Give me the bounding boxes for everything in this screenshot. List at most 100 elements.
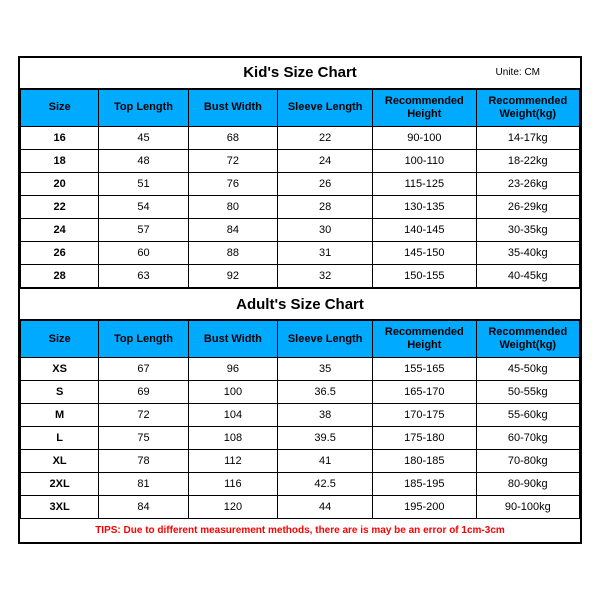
value-cell: 14-17kg bbox=[476, 127, 579, 150]
kids-title-row: Kid's Size Chart Unite: CM bbox=[20, 58, 580, 89]
value-cell: 18-22kg bbox=[476, 150, 579, 173]
value-cell: 195-200 bbox=[373, 496, 476, 519]
adults-title: Adult's Size Chart bbox=[20, 296, 580, 313]
value-cell: 30-35kg bbox=[476, 219, 579, 242]
value-cell: 80-90kg bbox=[476, 473, 579, 496]
size-cell: XS bbox=[21, 358, 99, 381]
column-header: Bust Width bbox=[188, 321, 277, 358]
value-cell: 35-40kg bbox=[476, 242, 579, 265]
adults-table: SizeTop LengthBust WidthSleeve LengthRec… bbox=[20, 320, 580, 519]
value-cell: 48 bbox=[99, 150, 188, 173]
value-cell: 69 bbox=[99, 381, 188, 404]
value-cell: 185-195 bbox=[373, 473, 476, 496]
unit-label: Unite: CM bbox=[496, 67, 540, 78]
size-cell: 18 bbox=[21, 150, 99, 173]
column-header: Top Length bbox=[99, 89, 188, 126]
value-cell: 155-165 bbox=[373, 358, 476, 381]
table-row: 3XL8412044195-20090-100kg bbox=[21, 496, 580, 519]
value-cell: 140-145 bbox=[373, 219, 476, 242]
value-cell: 104 bbox=[188, 404, 277, 427]
table-row: S6910036.5165-17050-55kg bbox=[21, 381, 580, 404]
size-cell: M bbox=[21, 404, 99, 427]
size-cell: 22 bbox=[21, 196, 99, 219]
value-cell: 42.5 bbox=[278, 473, 373, 496]
column-header: RecommendedWeight(kg) bbox=[476, 89, 579, 126]
tips-note: TIPS: Due to different measurement metho… bbox=[20, 519, 580, 542]
table-row: 18487224100-11018-22kg bbox=[21, 150, 580, 173]
value-cell: 150-155 bbox=[373, 265, 476, 288]
value-cell: 51 bbox=[99, 173, 188, 196]
table-row: 2XL8111642.5185-19580-90kg bbox=[21, 473, 580, 496]
table-row: XS679635155-16545-50kg bbox=[21, 358, 580, 381]
value-cell: 60-70kg bbox=[476, 427, 579, 450]
value-cell: 130-135 bbox=[373, 196, 476, 219]
value-cell: 78 bbox=[99, 450, 188, 473]
size-cell: 16 bbox=[21, 127, 99, 150]
size-cell: L bbox=[21, 427, 99, 450]
kids-table: SizeTop LengthBust WidthSleeve LengthRec… bbox=[20, 89, 580, 288]
value-cell: 170-175 bbox=[373, 404, 476, 427]
value-cell: 41 bbox=[278, 450, 373, 473]
adults-header-row: SizeTop LengthBust WidthSleeve LengthRec… bbox=[21, 321, 580, 358]
value-cell: 112 bbox=[188, 450, 277, 473]
value-cell: 36.5 bbox=[278, 381, 373, 404]
column-header: RecommendedHeight bbox=[373, 89, 476, 126]
value-cell: 84 bbox=[188, 219, 277, 242]
value-cell: 84 bbox=[99, 496, 188, 519]
value-cell: 22 bbox=[278, 127, 373, 150]
table-row: 28639232150-15540-45kg bbox=[21, 265, 580, 288]
value-cell: 38 bbox=[278, 404, 373, 427]
size-cell: 20 bbox=[21, 173, 99, 196]
value-cell: 45 bbox=[99, 127, 188, 150]
column-header: Size bbox=[21, 321, 99, 358]
column-header: RecommendedHeight bbox=[373, 321, 476, 358]
value-cell: 57 bbox=[99, 219, 188, 242]
value-cell: 35 bbox=[278, 358, 373, 381]
value-cell: 145-150 bbox=[373, 242, 476, 265]
column-header: RecommendedWeight(kg) bbox=[476, 321, 579, 358]
value-cell: 108 bbox=[188, 427, 277, 450]
value-cell: 175-180 bbox=[373, 427, 476, 450]
size-cell: 3XL bbox=[21, 496, 99, 519]
value-cell: 26 bbox=[278, 173, 373, 196]
value-cell: 92 bbox=[188, 265, 277, 288]
value-cell: 50-55kg bbox=[476, 381, 579, 404]
size-chart-container: Kid's Size Chart Unite: CM SizeTop Lengt… bbox=[18, 56, 582, 545]
table-row: 22548028130-13526-29kg bbox=[21, 196, 580, 219]
value-cell: 75 bbox=[99, 427, 188, 450]
column-header: Top Length bbox=[99, 321, 188, 358]
kids-header-row: SizeTop LengthBust WidthSleeve LengthRec… bbox=[21, 89, 580, 126]
value-cell: 80 bbox=[188, 196, 277, 219]
value-cell: 116 bbox=[188, 473, 277, 496]
value-cell: 24 bbox=[278, 150, 373, 173]
value-cell: 63 bbox=[99, 265, 188, 288]
value-cell: 60 bbox=[99, 242, 188, 265]
value-cell: 39.5 bbox=[278, 427, 373, 450]
value-cell: 44 bbox=[278, 496, 373, 519]
table-row: 26608831145-15035-40kg bbox=[21, 242, 580, 265]
table-row: L7510839.5175-18060-70kg bbox=[21, 427, 580, 450]
size-cell: XL bbox=[21, 450, 99, 473]
value-cell: 115-125 bbox=[373, 173, 476, 196]
value-cell: 180-185 bbox=[373, 450, 476, 473]
value-cell: 72 bbox=[188, 150, 277, 173]
value-cell: 81 bbox=[99, 473, 188, 496]
value-cell: 28 bbox=[278, 196, 373, 219]
value-cell: 31 bbox=[278, 242, 373, 265]
value-cell: 68 bbox=[188, 127, 277, 150]
value-cell: 70-80kg bbox=[476, 450, 579, 473]
value-cell: 96 bbox=[188, 358, 277, 381]
size-cell: S bbox=[21, 381, 99, 404]
value-cell: 54 bbox=[99, 196, 188, 219]
table-row: 24578430140-14530-35kg bbox=[21, 219, 580, 242]
value-cell: 120 bbox=[188, 496, 277, 519]
value-cell: 165-170 bbox=[373, 381, 476, 404]
size-cell: 26 bbox=[21, 242, 99, 265]
table-row: 1645682290-10014-17kg bbox=[21, 127, 580, 150]
size-cell: 28 bbox=[21, 265, 99, 288]
column-header: Sleeve Length bbox=[278, 89, 373, 126]
column-header: Sleeve Length bbox=[278, 321, 373, 358]
value-cell: 26-29kg bbox=[476, 196, 579, 219]
value-cell: 90-100 bbox=[373, 127, 476, 150]
table-row: M7210438170-17555-60kg bbox=[21, 404, 580, 427]
